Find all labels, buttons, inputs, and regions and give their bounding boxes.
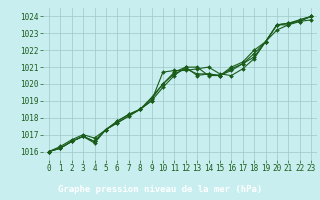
- Text: Graphe pression niveau de la mer (hPa): Graphe pression niveau de la mer (hPa): [58, 185, 262, 194]
